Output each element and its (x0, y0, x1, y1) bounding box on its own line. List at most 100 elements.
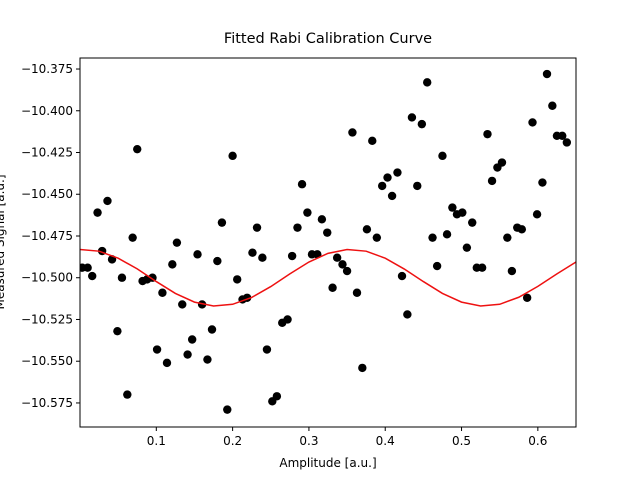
data-point (358, 363, 367, 373)
data-point (348, 128, 357, 137)
data-point (228, 151, 237, 161)
data-point (297, 180, 307, 189)
data-point (162, 358, 172, 368)
data-point (128, 233, 137, 242)
data-point (413, 181, 422, 191)
data-point (407, 113, 417, 122)
data-point (522, 293, 532, 302)
data-point (248, 248, 257, 257)
data-point (428, 233, 437, 242)
data-point (338, 260, 347, 269)
data-point (287, 251, 297, 261)
data-point (403, 310, 412, 319)
data-point (477, 263, 487, 272)
data-point (317, 215, 327, 224)
y-tick-label: −10.375 (21, 62, 73, 76)
data-point (197, 300, 207, 309)
data-point (328, 283, 337, 292)
chart-title: Fitted Rabi Calibration Curve (224, 31, 432, 47)
data-point (503, 233, 512, 242)
data-point (178, 300, 187, 309)
data-point (507, 266, 517, 276)
data-point (332, 253, 342, 262)
data-point (168, 260, 177, 269)
data-point (548, 101, 557, 110)
data-point (377, 181, 387, 191)
data-point (88, 271, 97, 281)
data-point (223, 405, 232, 414)
data-point (517, 225, 527, 234)
y-tick-label: −10.575 (21, 396, 73, 410)
y-tick-label: −10.550 (21, 354, 73, 368)
data-point (207, 325, 217, 334)
data-point (487, 176, 497, 186)
data-point (448, 203, 457, 212)
data-point (213, 256, 222, 266)
data-point (432, 261, 442, 271)
data-point (183, 350, 192, 359)
data-point (283, 315, 292, 324)
y-axis-label: Measured Signal [a.u.] (0, 174, 7, 309)
data-point (123, 390, 132, 399)
y-tick-label: −10.475 (21, 229, 73, 243)
x-tick-label: 0.2 (223, 434, 242, 448)
data-point (458, 208, 467, 217)
data-point (103, 196, 112, 206)
data-point (562, 138, 572, 147)
y-tick-label: −10.400 (21, 104, 73, 118)
data-point (258, 253, 267, 262)
data-point (468, 218, 477, 227)
data-point (352, 288, 362, 297)
y-tick-label: −10.500 (21, 271, 73, 285)
data-point (187, 335, 197, 344)
data-point (232, 275, 242, 284)
data-point (442, 230, 452, 239)
data-point (293, 223, 302, 232)
data-point (117, 273, 127, 282)
fit-curve (80, 248, 576, 307)
data-point (497, 158, 507, 167)
y-tick-label: −10.525 (21, 312, 73, 326)
data-point (217, 218, 227, 227)
x-tick-label: 0.4 (376, 434, 395, 448)
axes-frame (79, 57, 577, 428)
data-point (83, 263, 92, 272)
data-point (423, 78, 432, 87)
data-point (383, 173, 392, 182)
plot-area (80, 69, 576, 414)
data-point (113, 326, 122, 336)
data-point (152, 345, 162, 354)
data-point (193, 250, 202, 259)
y-tick-label: −10.450 (21, 187, 73, 201)
data-point (372, 233, 382, 242)
data-point (203, 355, 212, 364)
data-point (133, 144, 142, 154)
data-point (93, 208, 102, 217)
data-point (362, 225, 372, 234)
data-point (342, 266, 352, 276)
data-point (368, 136, 377, 146)
data-point (262, 345, 272, 354)
data-point (483, 129, 492, 139)
data-point (538, 178, 547, 187)
data-point (542, 69, 552, 79)
x-tick-label: 0.1 (147, 434, 166, 448)
data-point (397, 271, 407, 281)
x-tick-label: 0.3 (299, 434, 318, 448)
data-point (158, 288, 167, 297)
data-point (532, 210, 542, 219)
x-tick-label: 0.5 (452, 434, 471, 448)
data-point (417, 119, 427, 129)
y-tick-label: −10.425 (21, 146, 73, 160)
data-point (558, 131, 567, 141)
data-point (528, 118, 537, 127)
data-point (462, 243, 472, 252)
data-point (387, 191, 397, 201)
x-tick-label: 0.6 (528, 434, 547, 448)
data-point (252, 223, 262, 232)
data-point (393, 168, 402, 177)
data-point (172, 238, 182, 247)
x-axis-label: Amplitude [a.u.] (279, 456, 376, 470)
